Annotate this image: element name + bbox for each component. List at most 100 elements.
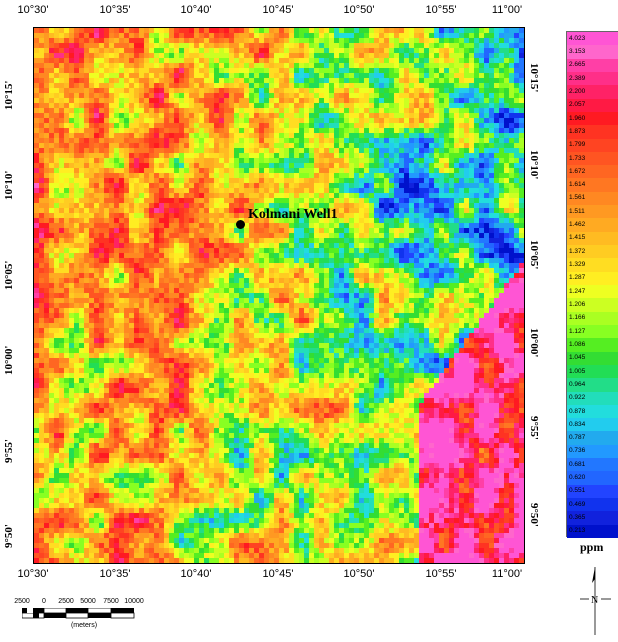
legend-value: 1.005 xyxy=(569,367,586,375)
legend-swatch xyxy=(567,498,618,512)
scale-bar-label: 0 xyxy=(42,598,46,605)
legend-value: 1.329 xyxy=(569,261,586,269)
legend-swatch xyxy=(567,404,618,419)
legend-value: 2.200 xyxy=(569,87,586,95)
legend-swatch xyxy=(567,378,618,393)
latitude-tick-left: 10°00' xyxy=(3,345,15,375)
longitude-tick-top: 10°40' xyxy=(180,4,212,16)
legend-value: 1.287 xyxy=(569,274,586,282)
legend-swatch xyxy=(567,458,618,472)
legend-swatch xyxy=(567,364,618,379)
legend-swatch xyxy=(567,85,618,100)
legend-swatch xyxy=(567,271,618,286)
legend-value: 0.365 xyxy=(569,514,586,522)
longitude-tick-bottom: 10°40' xyxy=(180,568,212,580)
legend-value: 1.733 xyxy=(569,154,586,162)
legend-value: 0.787 xyxy=(569,434,586,442)
legend-swatch xyxy=(567,524,618,539)
scale-bar-label: 2500 xyxy=(58,598,74,605)
legend-unit-label: ppm xyxy=(580,540,604,554)
legend-value: 1.672 xyxy=(569,167,586,175)
legend-swatch xyxy=(567,205,618,219)
legend-value: 0.620 xyxy=(569,474,586,482)
longitude-tick-top: 10°50' xyxy=(343,4,375,16)
legend-swatch xyxy=(567,444,618,459)
scale-bar-label: 10000 xyxy=(124,598,144,605)
latitude-tick-left: 10°10' xyxy=(3,170,15,200)
legend-value: 0.834 xyxy=(569,420,586,428)
legend-swatch xyxy=(567,165,618,179)
legend-swatch xyxy=(567,258,618,273)
legend-value: 1.372 xyxy=(569,247,586,255)
legend-swatch xyxy=(567,45,618,60)
legend-swatch xyxy=(567,511,618,526)
well-marker[interactable] xyxy=(236,220,245,229)
legend-value: 3.153 xyxy=(569,47,586,55)
latitude-tick-right: 10°15' xyxy=(528,63,540,93)
legend-swatch xyxy=(567,125,618,140)
latitude-tick-right: 10°00' xyxy=(528,328,540,358)
longitude-tick-bottom: 11°00' xyxy=(491,568,523,580)
scale-bar-label: 7500 xyxy=(103,598,119,605)
legend-value: 1.206 xyxy=(569,300,586,308)
legend-value: 2.665 xyxy=(569,61,586,69)
legend-swatch xyxy=(567,178,618,193)
legend-value: 0.964 xyxy=(569,380,586,388)
legend-value: 1.086 xyxy=(569,340,586,348)
scale-bar-graphic xyxy=(22,608,135,619)
legend-value: 1.799 xyxy=(569,141,586,149)
legend-swatch xyxy=(567,58,618,73)
north-label: N xyxy=(591,595,598,606)
legend-swatch xyxy=(567,191,618,206)
scale-bar-label: 2500 xyxy=(14,598,30,605)
legend-swatch xyxy=(567,338,618,353)
latitude-tick-right: 10°10' xyxy=(528,150,540,180)
scale-bar-unit: (meters) xyxy=(70,622,98,629)
legend-value: 1.045 xyxy=(569,354,586,362)
legend-value: 1.127 xyxy=(569,327,586,335)
longitude-tick-top: 10°55' xyxy=(425,4,457,16)
legend-swatch xyxy=(567,245,618,259)
legend-value: 1.614 xyxy=(569,181,586,189)
longitude-tick-bottom: 10°55' xyxy=(425,568,457,580)
longitude-tick-top: 10°30' xyxy=(17,4,49,16)
legend-value: 1.247 xyxy=(569,287,586,295)
legend-swatch xyxy=(567,285,618,299)
anomaly-map xyxy=(33,27,525,564)
legend-value: 1.960 xyxy=(569,114,586,122)
latitude-tick-right: 9°50' xyxy=(528,503,540,527)
legend-swatch xyxy=(567,391,618,406)
legend-swatch xyxy=(567,98,618,113)
legend-value: 1.561 xyxy=(569,194,586,202)
legend-swatch xyxy=(567,71,618,86)
longitude-tick-bottom: 10°45' xyxy=(262,568,294,580)
legend-swatch xyxy=(567,351,618,366)
longitude-tick-top: 10°45' xyxy=(262,4,294,16)
longitude-tick-top: 10°35' xyxy=(99,4,131,16)
legend-value: 0.736 xyxy=(569,447,586,455)
scale-bar-label: 5000 xyxy=(80,598,96,605)
latitude-tick-right: 9°55' xyxy=(528,416,540,440)
latitude-tick-right: 10°05' xyxy=(528,240,540,270)
legend-value: 1.873 xyxy=(569,127,586,135)
legend-value: 0.922 xyxy=(569,394,586,402)
north-arrow-icon: N xyxy=(580,567,611,635)
legend-value: 1.511 xyxy=(569,207,585,215)
legend-swatch xyxy=(567,138,618,153)
longitude-tick-bottom: 10°35' xyxy=(99,568,131,580)
legend-value: 0.681 xyxy=(569,460,586,468)
legend-value: 0.551 xyxy=(569,487,586,495)
legend-value: 0.469 xyxy=(569,500,586,508)
longitude-tick-bottom: 10°30' xyxy=(17,568,49,580)
anomaly-raster xyxy=(34,28,524,563)
legend-swatch xyxy=(567,151,618,166)
legend-swatch xyxy=(567,418,618,432)
legend-value: 0.213 xyxy=(569,527,586,535)
legend-value: 1.415 xyxy=(569,234,586,242)
legend-swatch xyxy=(567,311,618,326)
legend-value: 2.389 xyxy=(569,74,586,82)
legend-swatch xyxy=(567,431,618,446)
legend-swatch xyxy=(567,484,618,499)
longitude-tick-bottom: 10°50' xyxy=(343,568,375,580)
legend-swatch xyxy=(567,471,618,486)
